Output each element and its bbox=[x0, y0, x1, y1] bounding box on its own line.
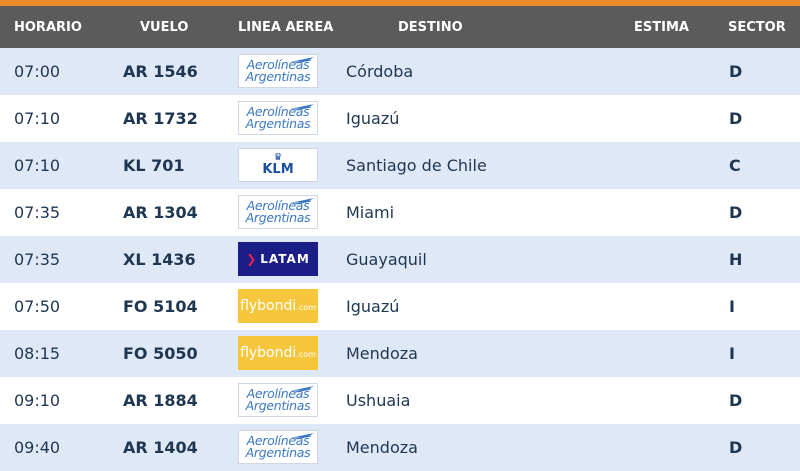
accent-bar bbox=[0, 0, 800, 6]
logo-text: LATAM bbox=[260, 252, 310, 266]
klm-logo: ♛ KLM bbox=[238, 148, 318, 182]
column-header-horario: HORARIO bbox=[14, 20, 82, 35]
logo-text: flybondi bbox=[240, 298, 297, 314]
flight-number: AR 1884 bbox=[123, 391, 198, 410]
destination: Mendoza bbox=[346, 438, 418, 457]
table-row[interactable]: 07:10 AR 1732 Aerolíneas Argentinas Iguazú D bbox=[0, 95, 800, 142]
logo-text-line2: Argentinas bbox=[245, 398, 311, 413]
flight-number: AR 1546 bbox=[123, 62, 198, 81]
destination: Córdoba bbox=[346, 62, 414, 81]
destination: Mendoza bbox=[346, 344, 418, 363]
sector: D bbox=[729, 203, 743, 222]
condor-icon bbox=[290, 433, 314, 440]
crown-icon: ♛ bbox=[273, 152, 283, 163]
departure-time: 07:35 bbox=[14, 203, 61, 222]
flight-number: FO 5050 bbox=[123, 344, 198, 363]
sector: I bbox=[729, 297, 735, 316]
departure-time: 07:35 bbox=[14, 250, 61, 269]
logo-text-suffix: .com bbox=[296, 350, 316, 359]
sector: C bbox=[729, 156, 741, 175]
flight-number: AR 1304 bbox=[123, 203, 198, 222]
flight-number: AR 1732 bbox=[123, 109, 198, 128]
flybondi-logo: flybondi.com bbox=[238, 336, 318, 370]
logo-text: flybondi bbox=[240, 345, 297, 361]
table-row[interactable]: 07:00 AR 1546 Aerolíneas Argentinas Córdoba D bbox=[0, 48, 800, 95]
departure-time: 09:10 bbox=[14, 391, 61, 410]
logo-text-line2: Argentinas bbox=[245, 210, 311, 225]
sector: D bbox=[729, 62, 743, 81]
latam-logo: ❯ LATAM bbox=[238, 242, 318, 276]
condor-icon bbox=[290, 57, 314, 64]
sector: D bbox=[729, 109, 743, 128]
sector: D bbox=[729, 391, 743, 410]
aerolineas-argentinas-logo: Aerolíneas Argentinas bbox=[238, 383, 318, 417]
flight-number: AR 1404 bbox=[123, 438, 198, 457]
aerolineas-argentinas-logo: Aerolíneas Argentinas bbox=[238, 430, 318, 464]
table-header: HORARIO VUELO LINEA AEREA DESTINO ESTIMA… bbox=[0, 6, 800, 48]
sector: I bbox=[729, 344, 735, 363]
departure-time: 09:40 bbox=[14, 438, 61, 457]
logo-text-line2: Argentinas bbox=[245, 116, 311, 131]
destination: Miami bbox=[346, 203, 395, 222]
flight-number: KL 701 bbox=[123, 156, 185, 175]
column-header-estima: ESTIMA bbox=[634, 20, 689, 35]
logo-text-line2: Argentinas bbox=[245, 69, 311, 84]
table-row[interactable]: 09:10 AR 1884 Aerolíneas Argentinas Ushuaia D bbox=[0, 377, 800, 424]
table-row[interactable]: 07:35 AR 1304 Aerolíneas Argentinas Miami D bbox=[0, 189, 800, 236]
condor-icon bbox=[290, 104, 314, 111]
column-header-linea-aerea: LINEA AEREA bbox=[238, 20, 334, 35]
departure-time: 08:15 bbox=[14, 344, 61, 363]
flybondi-logo: flybondi.com bbox=[238, 289, 318, 323]
aerolineas-argentinas-logo: Aerolíneas Argentinas bbox=[238, 101, 318, 135]
table-row[interactable]: 07:35 XL 1436 ❯ LATAM Guayaquil H bbox=[0, 236, 800, 283]
destination: Iguazú bbox=[346, 109, 400, 128]
logo-text-suffix: .com bbox=[296, 303, 316, 312]
logo-text: KLM bbox=[262, 162, 294, 177]
latam-mark-icon: ❯ bbox=[246, 252, 258, 266]
sector: H bbox=[729, 250, 743, 269]
column-header-sector: SECTOR bbox=[728, 20, 786, 35]
flight-number: XL 1436 bbox=[123, 250, 196, 269]
logo-text-line2: Argentinas bbox=[245, 445, 311, 460]
table-row[interactable]: 09:40 AR 1404 Aerolíneas Argentinas Mendoza D bbox=[0, 424, 800, 471]
destination: Ushuaia bbox=[346, 391, 411, 410]
column-header-vuelo: VUELO bbox=[140, 20, 189, 35]
condor-icon bbox=[290, 386, 314, 393]
departure-time: 07:10 bbox=[14, 156, 61, 175]
sector: D bbox=[729, 438, 743, 457]
departure-time: 07:00 bbox=[14, 62, 61, 81]
column-header-destino: DESTINO bbox=[398, 20, 463, 35]
table-row[interactable]: 07:10 KL 701 ♛ KLM Santiago de Chile C bbox=[0, 142, 800, 189]
flight-number: FO 5104 bbox=[123, 297, 198, 316]
departure-time: 07:10 bbox=[14, 109, 61, 128]
table-row[interactable]: 08:15 FO 5050 flybondi.com Mendoza I bbox=[0, 330, 800, 377]
aerolineas-argentinas-logo: Aerolíneas Argentinas bbox=[238, 54, 318, 88]
aerolineas-argentinas-logo: Aerolíneas Argentinas bbox=[238, 195, 318, 229]
destination: Santiago de Chile bbox=[346, 156, 487, 175]
destination: Guayaquil bbox=[346, 250, 427, 269]
table-row[interactable]: 07:50 FO 5104 flybondi.com Iguazú I bbox=[0, 283, 800, 330]
departure-time: 07:50 bbox=[14, 297, 61, 316]
condor-icon bbox=[290, 198, 314, 205]
destination: Iguazú bbox=[346, 297, 400, 316]
